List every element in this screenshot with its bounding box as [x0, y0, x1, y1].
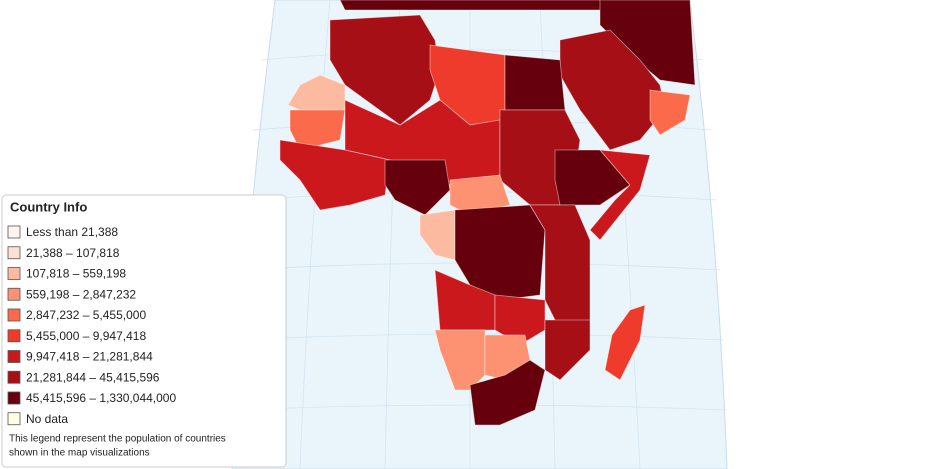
legend-label: 9,947,418 – 21,281,844: [26, 350, 153, 364]
legend-swatch: [7, 246, 21, 260]
legend-swatch: [7, 267, 21, 280]
legend-swatch: [7, 329, 21, 343]
legend-note: shown in the map visualizations: [9, 448, 150, 459]
countries: [279, 0, 696, 426]
map[interactable]: [231, 0, 728, 469]
legend-swatch: [7, 391, 21, 405]
legend-label: 2,847,232 – 5,455,000: [26, 308, 146, 322]
legend-label: 45,415,596 – 1,330,044,000: [26, 391, 176, 405]
legend-swatch: [7, 308, 21, 322]
legend-swatch: [7, 350, 21, 363]
legend-label: 21,281,844 – 45,415,596: [26, 370, 160, 384]
legend-swatch: [7, 370, 21, 384]
legend-note: This legend represent the population of …: [9, 434, 226, 445]
legend-swatch: [7, 287, 21, 301]
legend-label: 21,388 – 107,818: [26, 246, 120, 260]
legend-swatch: [7, 412, 21, 426]
legend-label: Less than 21,388: [26, 225, 118, 239]
legend-label: No data: [26, 412, 68, 426]
legend-swatch: [7, 225, 21, 239]
legend-items: Less than 21,388 21,388 – 107,818 107,818 …: [7, 225, 176, 426]
legend-label: 5,455,000 – 9,947,418: [26, 329, 146, 343]
legend-title: Country Info: [10, 199, 87, 214]
legend-label: 559,198 – 2,847,232: [26, 287, 136, 301]
legend-label: 107,818 – 559,198: [26, 267, 126, 281]
legend-box: [1, 194, 287, 468]
